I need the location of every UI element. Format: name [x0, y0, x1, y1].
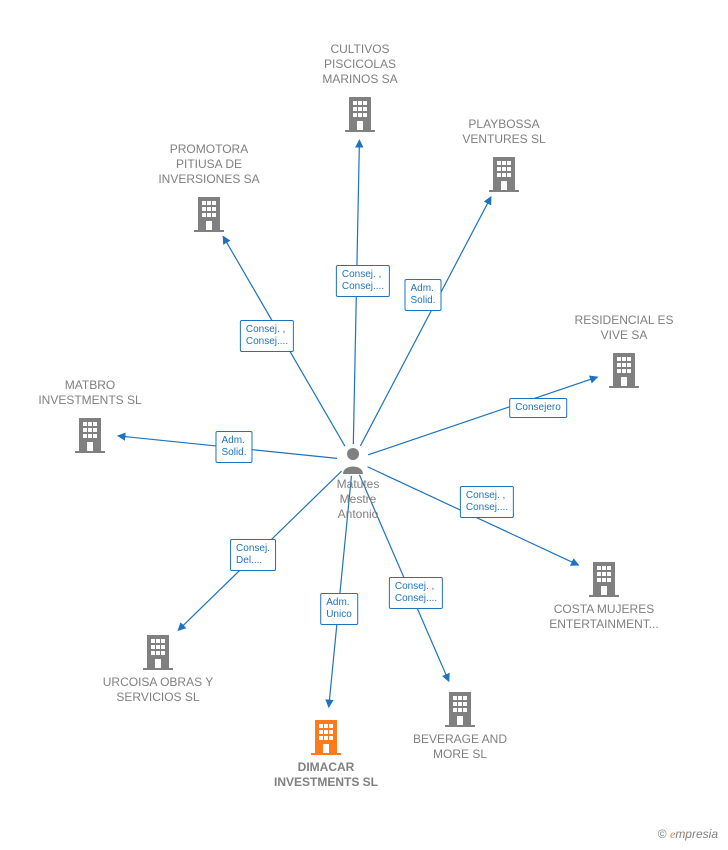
- building-beverage[interactable]: [442, 687, 478, 727]
- label-promotora[interactable]: PROMOTORA PITIUSA DE INVERSIONES SA: [149, 142, 269, 187]
- copyright-symbol: ©: [658, 827, 667, 841]
- building-matbro[interactable]: [72, 413, 108, 453]
- edge-label-costa: Consej. , Consej....: [460, 486, 514, 518]
- label-residencial[interactable]: RESIDENCIAL ES VIVE SA: [564, 313, 684, 343]
- edge-label-beverage: Consej. , Consej....: [389, 577, 443, 609]
- edge-label-matbro: Adm. Solid.: [215, 431, 252, 463]
- label-dimacar[interactable]: DIMACAR INVESTMENTS SL: [266, 760, 386, 790]
- label-beverage[interactable]: BEVERAGE AND MORE SL: [400, 732, 520, 762]
- edge-label-urcoisa: Consej. Del....: [230, 539, 276, 571]
- center-label[interactable]: Matutes Mestre Antonio: [318, 477, 398, 522]
- building-urcoisa[interactable]: [140, 630, 176, 670]
- building-dimacar[interactable]: [308, 715, 344, 755]
- label-costa[interactable]: COSTA MUJERES ENTERTAINMENT...: [544, 602, 664, 632]
- edge-label-residencial: Consejero: [509, 398, 567, 418]
- building-cultivos[interactable]: [342, 92, 378, 132]
- label-urcoisa[interactable]: URCOISA OBRAS Y SERVICIOS SL: [98, 675, 218, 705]
- building-costa[interactable]: [586, 557, 622, 597]
- person-icon[interactable]: [339, 444, 367, 476]
- label-matbro[interactable]: MATBRO INVESTMENTS SL: [30, 378, 150, 408]
- label-playbossa[interactable]: PLAYBOSSA VENTURES SL: [444, 117, 564, 147]
- edge-label-playbossa: Adm. Solid.: [404, 279, 441, 311]
- building-playbossa[interactable]: [486, 152, 522, 192]
- edge-label-promotora: Consej. , Consej....: [240, 320, 294, 352]
- label-cultivos[interactable]: CULTIVOS PISCICOLAS MARINOS SA: [300, 42, 420, 87]
- building-residencial[interactable]: [606, 348, 642, 388]
- building-promotora[interactable]: [191, 192, 227, 232]
- watermark: © empresia: [658, 827, 718, 842]
- edge-label-cultivos: Consej. , Consej....: [336, 265, 390, 297]
- edge-label-dimacar: Adm. Unico: [320, 593, 358, 625]
- brand-text: mpresia: [675, 827, 718, 841]
